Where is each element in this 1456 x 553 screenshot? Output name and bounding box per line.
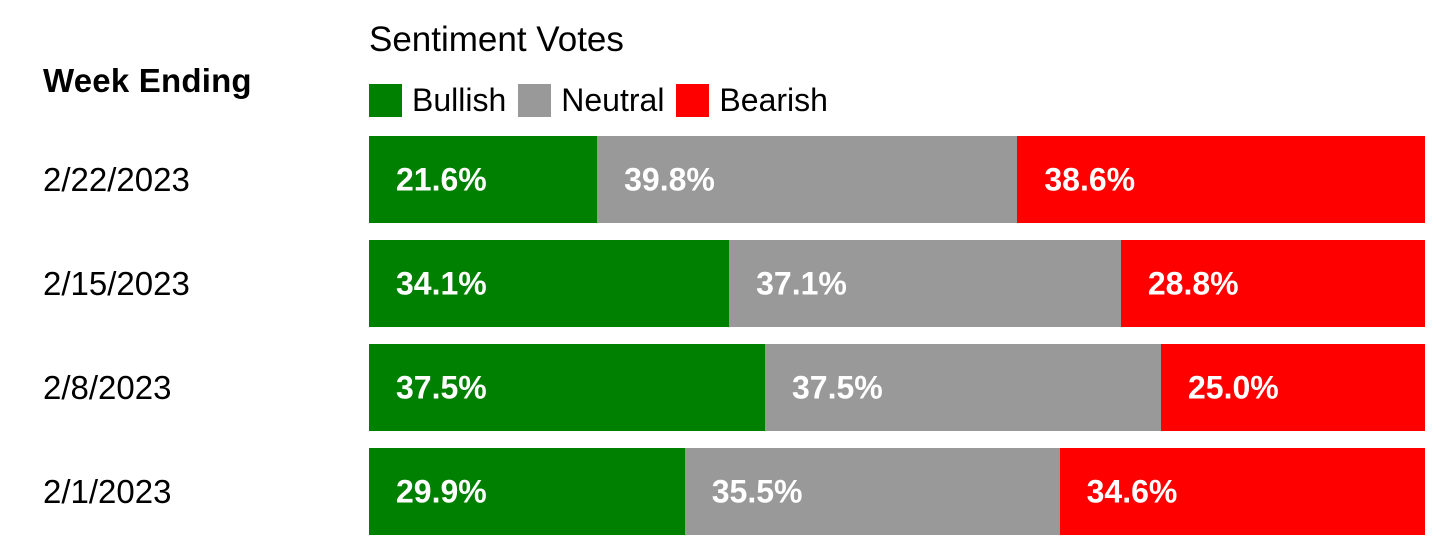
data-label-neutral: 37.5%: [792, 369, 883, 405]
data-label-bearish: 38.6%: [1044, 161, 1136, 197]
legend-swatch-bearish: [676, 83, 710, 117]
bar-segment-bullish: 34.1%: [369, 240, 730, 327]
legend-item-bullish: Bullish: [369, 82, 506, 119]
row-label: 2/22/2023: [43, 160, 190, 198]
legend-swatch-bullish: [369, 83, 402, 117]
legend-label-bearish: Bearish: [719, 81, 828, 118]
bar-segment-bullish: 21.6%: [369, 136, 598, 223]
bar-segment-bearish: 28.8%: [1120, 240, 1425, 327]
bar-segment-bullish: 29.9%: [369, 448, 685, 535]
data-label-bearish: 28.8%: [1147, 265, 1239, 301]
row-label: 2/1/2023: [43, 472, 172, 510]
data-label-bullish: 21.6%: [396, 161, 487, 197]
bar-row: 34.1% 37.1% 28.8%: [369, 240, 1425, 327]
data-label-bullish: 34.1%: [396, 265, 487, 301]
legend: Bullish Neutral Bearish: [369, 80, 828, 120]
category-header: Week Ending: [43, 62, 252, 99]
data-label-bullish: 29.9%: [396, 473, 487, 509]
chart-title: Sentiment Votes: [369, 20, 624, 59]
bar-row: 21.6% 39.8% 38.6%: [369, 136, 1425, 223]
bar-row: 37.5% 37.5% 25.0%: [369, 344, 1425, 431]
data-label-neutral: 37.1%: [756, 265, 847, 301]
legend-swatch-neutral: [518, 83, 552, 117]
bar-segment-neutral: 35.5%: [684, 448, 1060, 535]
bar-segment-bullish: 37.5%: [369, 344, 765, 431]
legend-label-bullish: Bullish: [412, 81, 507, 118]
data-label-bearish: 25.0%: [1188, 369, 1279, 405]
bar-segment-neutral: 37.5%: [765, 344, 1161, 431]
bar-segment-bearish: 38.6%: [1017, 136, 1425, 223]
bar-row: 29.9% 35.5% 34.6%: [369, 448, 1425, 535]
legend-label-neutral: Neutral: [561, 81, 665, 118]
bar-segment-bearish: 25.0%: [1161, 344, 1425, 431]
row-label: 2/15/2023: [43, 264, 190, 302]
data-label-neutral: 39.8%: [624, 161, 715, 197]
bar-segment-neutral: 37.1%: [729, 240, 1121, 327]
legend-item-bearish: Bearish: [676, 82, 828, 119]
legend-item-neutral: Neutral: [518, 82, 664, 119]
data-label-bearish: 34.6%: [1086, 473, 1178, 509]
data-label-neutral: 35.5%: [711, 473, 803, 509]
bar-segment-neutral: 39.8%: [597, 136, 1018, 223]
row-label: 2/8/2023: [43, 368, 172, 406]
bar-segment-bearish: 34.6%: [1059, 448, 1425, 535]
data-label-bullish: 37.5%: [396, 369, 487, 405]
